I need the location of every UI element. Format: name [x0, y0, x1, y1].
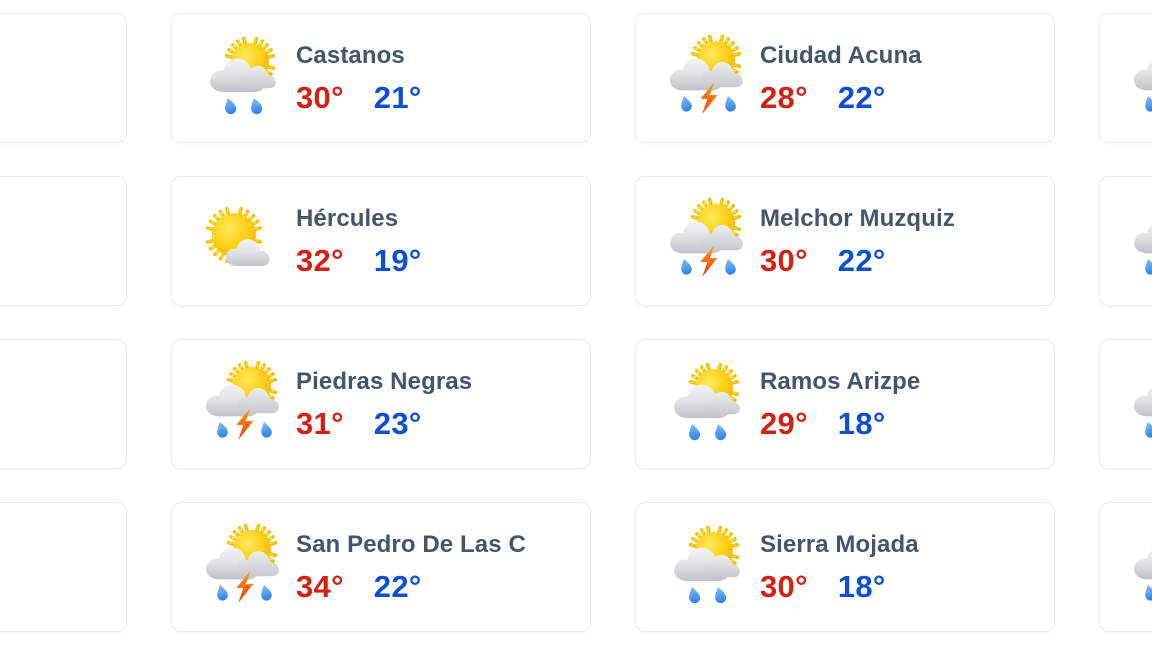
weather-card[interactable]	[0, 502, 127, 632]
temp-low: 22°	[837, 79, 886, 115]
city-name: Melchor Muzquiz	[760, 205, 955, 233]
temp-high: 31°	[296, 405, 344, 441]
weather-card[interactable]: Melchor Muzquiz 30° 22°	[635, 176, 1055, 306]
weather-card-body: Hércules 32° 19°	[296, 203, 572, 278]
temp-low: 22°	[373, 568, 422, 604]
weather-card-body: La Fuente	[0, 384, 108, 423]
weather-card[interactable]: S3	[1099, 339, 1152, 469]
weather-card-body: Melchor Muzquiz 30° 22°	[760, 203, 1036, 278]
temperature-row: 32° 19°	[296, 243, 572, 279]
temp-high: 28°	[760, 79, 808, 115]
sun-cloud-rain-thunder-icon	[658, 193, 754, 289]
city-name: Sierra Mojada	[760, 531, 919, 559]
temp-low: 18°	[837, 568, 886, 604]
sun-cloud-rain-thunder-icon	[194, 519, 290, 615]
weather-card[interactable]: La Fuente	[0, 339, 127, 469]
sun-cloud-rain-thunder-icon	[1122, 519, 1152, 615]
temperature-row: 31° 23°	[296, 406, 572, 442]
weather-card[interactable]: C3	[1099, 13, 1152, 143]
weather-card[interactable]: Te3	[1099, 502, 1152, 632]
weather-card[interactable]: San Pedro De Las C 34° 22°	[171, 502, 591, 632]
weather-card[interactable]: Ramos Arizpe 29° 18°	[635, 339, 1055, 469]
sun-cloud-rain-thunder-icon	[1122, 30, 1152, 126]
weather-card[interactable]: Castanos 30° 21°	[171, 13, 591, 143]
weather-card-body	[0, 562, 108, 573]
sun-cloud-rain-icon	[194, 30, 290, 126]
temp-high: 32°	[296, 242, 344, 278]
city-name: San Pedro De Las C	[296, 531, 526, 559]
city-name: Hércules	[296, 205, 399, 233]
weather-card[interactable]: Ciudad Acuna 28° 22°	[635, 13, 1055, 143]
sun-cloud-rain-icon	[658, 519, 754, 615]
city-name: Ramos Arizpe	[760, 368, 921, 396]
city-name: La Fuente	[0, 386, 108, 414]
temp-low: 19°	[373, 242, 422, 278]
city-name: egas De	[0, 223, 108, 251]
temperature-row: 28° 22°	[760, 80, 1036, 116]
temp-high: 30°	[760, 568, 808, 604]
temperature-row: 30° 18°	[760, 569, 1036, 605]
weather-card-body	[0, 73, 108, 84]
sun-cloud-rain-icon	[658, 356, 754, 452]
weather-card[interactable]: M3	[1099, 176, 1152, 306]
weather-card[interactable]	[0, 13, 127, 143]
sun-cloud-rain-thunder-icon	[1122, 193, 1152, 289]
weather-card[interactable]: Piedras Negras 31° 23°	[171, 339, 591, 469]
weather-card-body: Ramos Arizpe 29° 18°	[760, 366, 1036, 441]
weather-card-body: Piedras Negras 31° 23°	[296, 366, 572, 441]
temp-low: 18°	[837, 405, 886, 441]
temp-low: 23°	[373, 405, 422, 441]
city-name: Ciudad Acuna	[760, 42, 922, 70]
sun-cloud-rain-thunder-icon	[658, 30, 754, 126]
sun-cloud-icon	[194, 193, 290, 289]
city-name: Castanos	[296, 42, 405, 70]
temp-high: 34°	[296, 568, 344, 604]
weather-card[interactable]: Sierra Mojada 30° 18°	[635, 502, 1055, 632]
weather-card-body: Sierra Mojada 30° 18°	[760, 529, 1036, 604]
city-name: Piedras Negras	[296, 368, 473, 396]
temp-low: 22°	[837, 242, 886, 278]
weather-card[interactable]: egas De	[0, 176, 127, 306]
weather-card[interactable]: Hércules 32° 19°	[171, 176, 591, 306]
temp-high: 29°	[760, 405, 808, 441]
temperature-row: 29° 18°	[760, 406, 1036, 442]
temp-high: 30°	[760, 242, 808, 278]
temp-low: 21°	[373, 79, 422, 115]
temperature-row: 34° 22°	[296, 569, 572, 605]
temperature-row: 30° 22°	[760, 243, 1036, 279]
sun-cloud-rain-thunder-icon	[194, 356, 290, 452]
sun-cloud-rain-thunder-icon	[1122, 356, 1152, 452]
weather-card-body: San Pedro De Las C 34° 22°	[296, 529, 572, 604]
weather-card-body: Castanos 30° 21°	[296, 40, 572, 115]
weather-card-body: egas De	[0, 221, 108, 260]
temperature-row: 30° 21°	[296, 80, 572, 116]
weather-card-grid: Castanos 30° 21°	[0, 13, 1152, 632]
weather-card-body: Ciudad Acuna 28° 22°	[760, 40, 1036, 115]
temp-high: 30°	[296, 79, 344, 115]
